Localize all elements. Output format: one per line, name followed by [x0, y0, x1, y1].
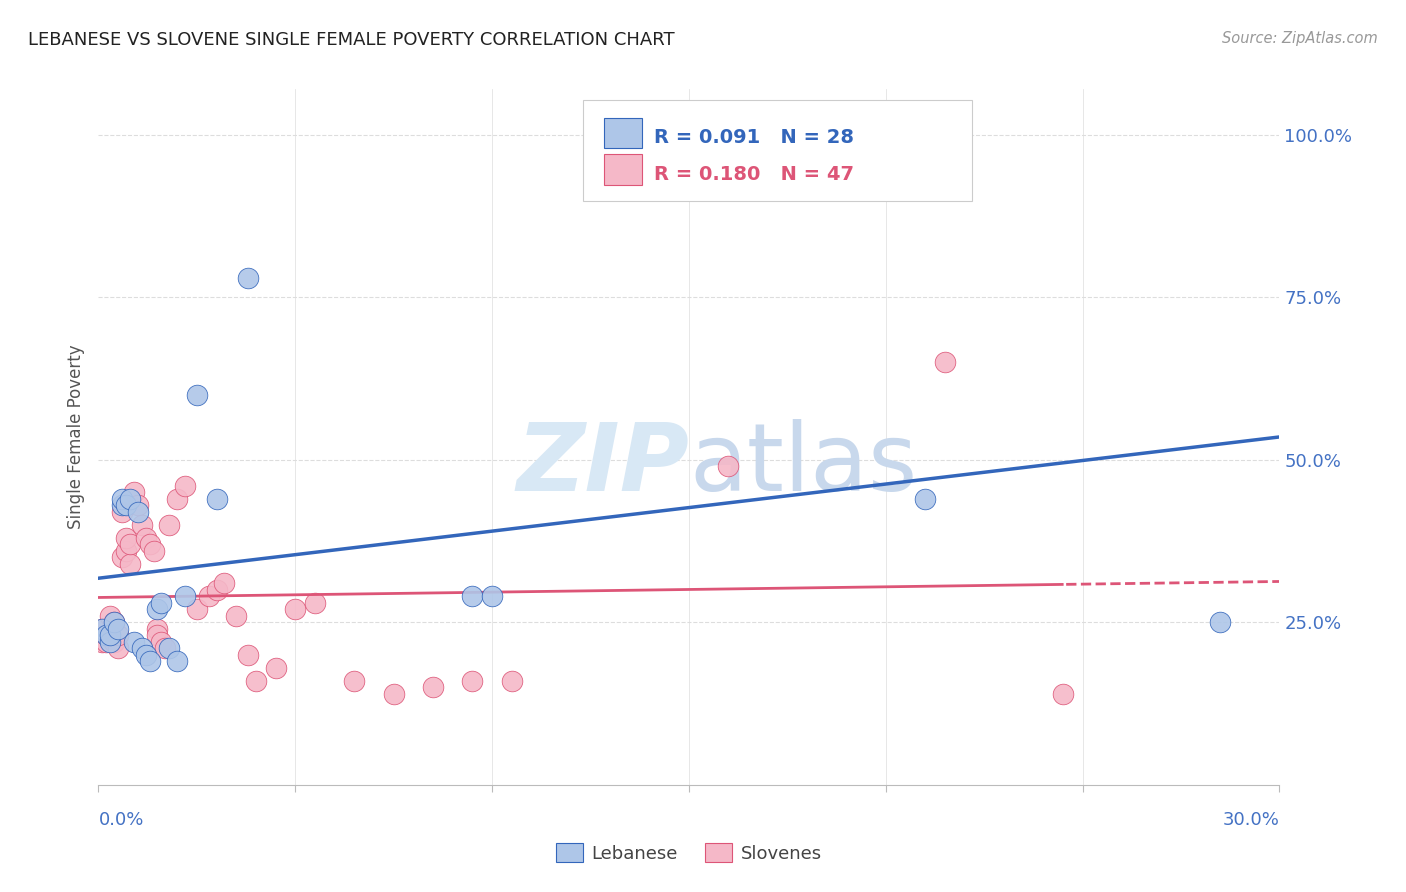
Point	[157, 517, 180, 532]
Point	[166, 491, 188, 506]
Point	[115, 499, 138, 513]
Point	[127, 499, 149, 513]
Point	[150, 596, 173, 610]
Point	[118, 491, 141, 506]
FancyBboxPatch shape	[605, 154, 641, 185]
Point	[138, 654, 160, 668]
Point	[118, 537, 141, 551]
Point	[91, 635, 114, 649]
Point	[245, 673, 267, 688]
Text: 0.0%: 0.0%	[98, 811, 143, 829]
Point	[135, 648, 157, 662]
Point	[697, 128, 720, 142]
Point	[205, 491, 228, 506]
Point	[111, 491, 134, 506]
Point	[111, 505, 134, 519]
Point	[197, 590, 219, 604]
Point	[122, 635, 145, 649]
Point	[103, 615, 125, 630]
Point	[150, 635, 173, 649]
Point	[138, 537, 160, 551]
Point	[186, 602, 208, 616]
Point	[461, 673, 484, 688]
Point	[166, 654, 188, 668]
Point	[122, 485, 145, 500]
Point	[914, 491, 936, 506]
Point	[501, 673, 523, 688]
Text: atlas: atlas	[689, 419, 917, 511]
Point	[111, 499, 134, 513]
Text: LEBANESE VS SLOVENE SINGLE FEMALE POVERTY CORRELATION CHART: LEBANESE VS SLOVENE SINGLE FEMALE POVERT…	[28, 31, 675, 49]
Text: R = 0.091   N = 28: R = 0.091 N = 28	[654, 128, 853, 147]
Point	[98, 635, 121, 649]
Point	[934, 355, 956, 369]
Point	[422, 681, 444, 695]
Point	[157, 641, 180, 656]
Legend: Lebanese, Slovenes: Lebanese, Slovenes	[548, 836, 830, 870]
Point	[146, 628, 169, 642]
Point	[461, 590, 484, 604]
Point	[111, 550, 134, 565]
Point	[115, 531, 138, 545]
Point	[481, 590, 503, 604]
Point	[717, 459, 740, 474]
Point	[127, 505, 149, 519]
Point	[118, 557, 141, 571]
Point	[98, 608, 121, 623]
Point	[186, 388, 208, 402]
FancyBboxPatch shape	[605, 119, 641, 148]
Point	[98, 628, 121, 642]
Point	[107, 641, 129, 656]
Point	[135, 531, 157, 545]
Text: R = 0.180   N = 47: R = 0.180 N = 47	[654, 165, 853, 184]
Point	[225, 608, 247, 623]
Point	[98, 628, 121, 642]
Point	[107, 622, 129, 636]
Point	[91, 622, 114, 636]
Point	[103, 615, 125, 630]
Y-axis label: Single Female Poverty: Single Female Poverty	[66, 345, 84, 529]
Point	[343, 673, 366, 688]
Point	[96, 628, 118, 642]
Point	[264, 661, 287, 675]
Point	[103, 635, 125, 649]
Point	[214, 576, 236, 591]
Text: ZIP: ZIP	[516, 419, 689, 511]
Point	[142, 544, 165, 558]
Point	[1209, 615, 1232, 630]
Point	[91, 622, 114, 636]
Point	[155, 641, 177, 656]
Point	[236, 270, 259, 285]
Point	[174, 590, 197, 604]
Point	[236, 648, 259, 662]
Point	[96, 628, 118, 642]
FancyBboxPatch shape	[582, 100, 973, 201]
Point	[131, 641, 153, 656]
Point	[107, 628, 129, 642]
Point	[304, 596, 326, 610]
Point	[284, 602, 307, 616]
Text: 30.0%: 30.0%	[1223, 811, 1279, 829]
Point	[96, 635, 118, 649]
Point	[146, 602, 169, 616]
Point	[1052, 687, 1074, 701]
Point	[205, 582, 228, 597]
Point	[115, 544, 138, 558]
Point	[131, 517, 153, 532]
Text: Source: ZipAtlas.com: Source: ZipAtlas.com	[1222, 31, 1378, 46]
Point	[382, 687, 405, 701]
Point	[146, 622, 169, 636]
Point	[174, 479, 197, 493]
